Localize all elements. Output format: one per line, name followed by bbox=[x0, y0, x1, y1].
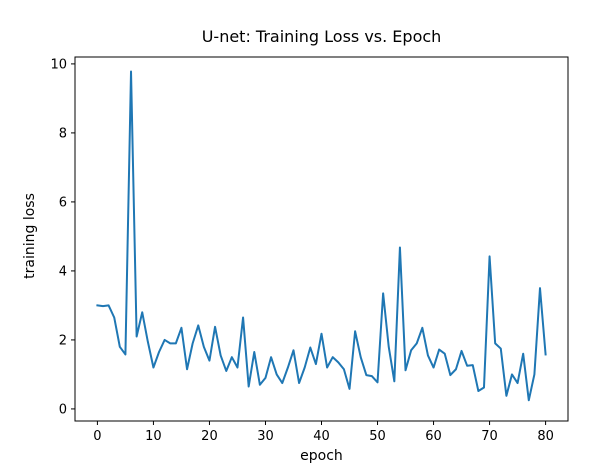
x-tick-label: 0 bbox=[93, 429, 101, 444]
x-tick-label: 30 bbox=[257, 429, 274, 444]
y-axis-label: training loss bbox=[22, 193, 38, 279]
y-tick-label: 6 bbox=[59, 195, 67, 210]
tick-marks bbox=[71, 63, 547, 425]
x-tick-label: 70 bbox=[481, 429, 498, 444]
tick-labels: 0 10 20 30 40 50 60 70 80 0 2 4 6 8 10 bbox=[50, 57, 553, 444]
x-tick-label: 10 bbox=[145, 429, 162, 444]
y-tick-label: 4 bbox=[59, 264, 67, 279]
x-tick-label: 50 bbox=[369, 429, 386, 444]
x-tick-label: 20 bbox=[201, 429, 218, 444]
y-tick-label: 10 bbox=[50, 57, 67, 72]
x-axis-label: epoch bbox=[300, 448, 343, 464]
plot-background bbox=[75, 57, 568, 421]
x-tick-label: 40 bbox=[313, 429, 330, 444]
training-loss-series-line bbox=[96, 70, 547, 402]
plot-frame bbox=[74, 56, 569, 422]
y-tick-label: 0 bbox=[59, 402, 67, 417]
y-tick-label: 2 bbox=[59, 333, 67, 348]
chart-title: U-net: Training Loss vs. Epoch bbox=[202, 27, 442, 46]
x-tick-label: 80 bbox=[537, 429, 554, 444]
y-tick-label: 8 bbox=[59, 126, 67, 141]
x-tick-label: 60 bbox=[425, 429, 442, 444]
